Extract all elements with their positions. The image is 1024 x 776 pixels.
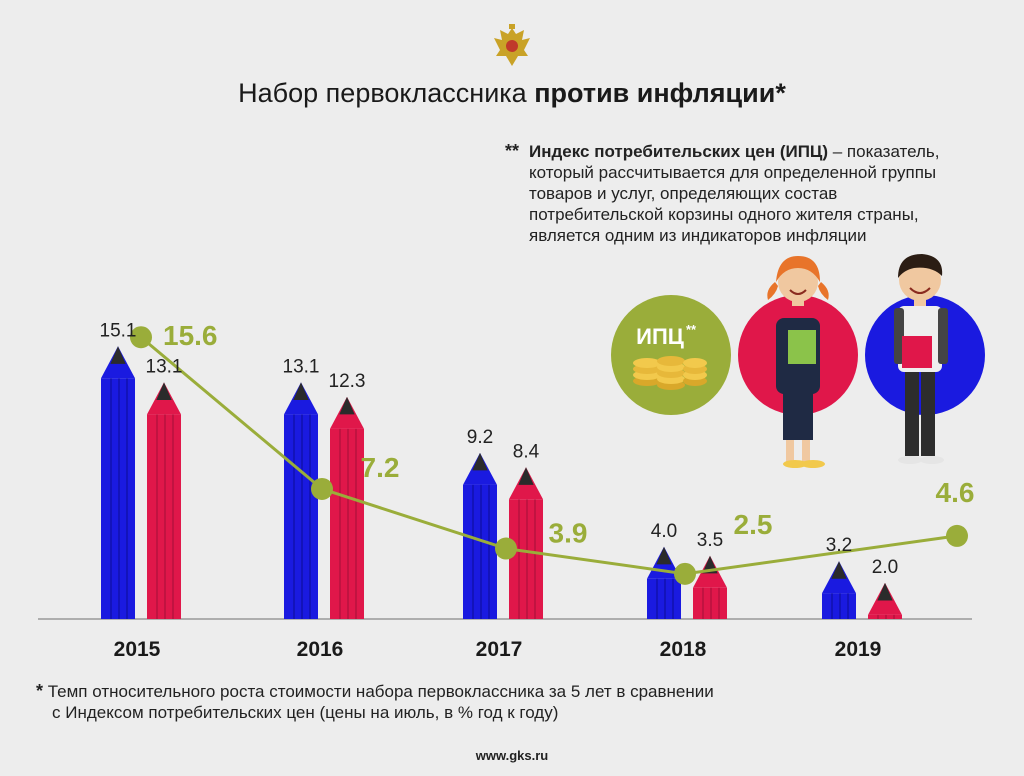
cpi-point — [311, 477, 333, 500]
footnote-line-1: Темп относительного роста стоимости набо… — [43, 682, 714, 701]
site-url: www.gks.ru — [475, 748, 549, 763]
cpi-value-label: 15.6 — [163, 320, 218, 351]
pencil-bar — [330, 396, 364, 619]
bar-value-label: 13.1 — [146, 356, 183, 377]
bar-value-label: 9.2 — [467, 427, 493, 448]
category-label: 2015 — [114, 638, 161, 661]
pencil-bar — [509, 467, 543, 619]
coin-stacks-icon — [633, 356, 707, 390]
bar-value-label: 4.0 — [651, 521, 677, 542]
emblem-icon — [494, 24, 530, 66]
pencil-bar — [868, 582, 902, 619]
cpi-point — [946, 524, 968, 547]
line-layer — [130, 326, 968, 585]
schoolboy-illustration — [865, 254, 985, 464]
pencil-bar — [463, 452, 497, 619]
cpi-value-label: 4.6 — [936, 477, 975, 508]
bar-value-label: 12.3 — [329, 371, 366, 392]
pencil-bar — [147, 382, 181, 619]
bar-value-label: 3.2 — [826, 535, 852, 556]
cpi-point — [674, 562, 696, 585]
footnote-asterisk: * — [36, 681, 44, 701]
cpi-value-label: 3.9 — [549, 518, 588, 549]
definition-line-2: который рассчитывается для определенной … — [529, 163, 937, 182]
cpi-badge-sup: ** — [686, 322, 697, 337]
schoolgirl-illustration — [738, 256, 858, 468]
bar-value-label: 13.1 — [283, 356, 320, 377]
pencil-bar — [693, 555, 727, 619]
pencil-bar — [101, 346, 135, 619]
double-asterisk: ** — [505, 141, 520, 161]
category-label: 2019 — [835, 638, 882, 661]
cpi-point — [130, 326, 152, 349]
cpi-point — [495, 537, 517, 560]
definition-line-4: потребительской корзины одного жителя ст… — [529, 205, 919, 224]
cpi-definition-note: ** Индекс потребительских цен (ИПЦ) – по… — [505, 141, 1005, 246]
pencil-bar — [822, 561, 856, 619]
category-label: 2017 — [476, 638, 523, 661]
footnote-line-2: с Индексом потребительских цен (цены на … — [52, 703, 559, 722]
definition-line-1: – показатель, — [828, 142, 940, 161]
bar-value-label: 2.0 — [872, 557, 898, 578]
page-title: Набор первоклассника против инфляции* — [238, 78, 786, 108]
bar-value-label: 3.5 — [697, 530, 723, 551]
cpi-badge: ИПЦ ** — [611, 295, 731, 415]
labels-layer: 15.1 13.1 9.2 4.0 3.2 13.1 12.3 8.4 3.5 2.0 15.6 7.… — [100, 320, 975, 661]
category-label: 2018 — [660, 638, 707, 661]
footnote: * Темп относительного роста стоимости на… — [36, 681, 836, 723]
cpi-value-label: 7.2 — [361, 452, 400, 483]
bars-layer — [101, 346, 902, 619]
pencil-bar — [284, 382, 318, 619]
bar-value-label: 15.1 — [100, 320, 137, 341]
cpi-value-label: 2.5 — [734, 509, 773, 540]
category-label: 2016 — [297, 638, 344, 661]
definition-line-3: товаров и услуг, определяющих состав — [529, 184, 838, 203]
cpi-term: Индекс потребительских цен (ИПЦ) — [529, 142, 829, 161]
definition-line-5: является одним из индикаторов инфляции — [529, 226, 867, 245]
cpi-badge-label: ИПЦ — [636, 324, 684, 349]
bar-value-label: 8.4 — [513, 441, 540, 462]
pencil-bar — [647, 546, 681, 619]
